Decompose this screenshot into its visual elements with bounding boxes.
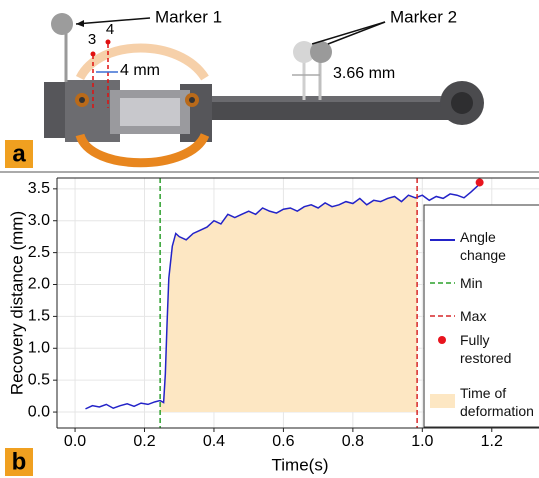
y-tick-label: 1.0	[28, 339, 50, 356]
x-tick-label: 0.8	[342, 433, 364, 450]
point-label: 4	[106, 21, 114, 38]
y-tick-label: 0.0	[28, 403, 50, 420]
y-tick-label: 0.5	[28, 371, 50, 388]
y-tick-label: 2.5	[28, 244, 50, 261]
x-tick-label: 0.0	[64, 433, 86, 450]
marker-label: Marker 2	[390, 7, 457, 26]
deformation-area	[160, 195, 417, 412]
x-tick-label: 0.6	[272, 433, 294, 450]
legend-label: Angle change	[460, 228, 539, 264]
y-tick-label: 1.5	[28, 308, 50, 325]
marker-label: Marker 1	[155, 7, 222, 26]
y-axis-label: Recovery distance (mm)	[7, 211, 26, 395]
marker-point	[476, 178, 484, 186]
x-tick-label: 0.2	[133, 433, 155, 450]
gap-label: 4 mm	[120, 62, 160, 79]
gap-label: 3.66 mm	[333, 65, 395, 82]
point-label: 3	[88, 31, 96, 48]
panel-label: b	[12, 448, 27, 475]
y-tick-label: 3.5	[28, 180, 50, 197]
x-tick-label: 1.2	[481, 433, 503, 450]
y-tick-label: 3.0	[28, 212, 50, 229]
legend-swatch	[430, 394, 455, 408]
y-tick-label: 2.0	[28, 276, 50, 293]
figure: Marker 1 Marker 2 3 4 4 mm 3.66 mm a b T…	[0, 0, 539, 478]
legend-label: Max	[460, 307, 539, 325]
x-tick-label: 1.0	[411, 433, 433, 450]
legend-label: Fully restored	[460, 331, 539, 367]
legend-label: Time of deformation	[460, 384, 539, 420]
x-tick-label: 0.4	[203, 433, 225, 450]
x-axis-label: Time(s)	[272, 455, 329, 474]
canvas: Marker 1 Marker 2 3 4 4 mm 3.66 mm a b T…	[0, 0, 539, 478]
panel-label: a	[12, 140, 26, 167]
legend-swatch	[438, 336, 446, 344]
legend-label: Min	[460, 274, 539, 292]
